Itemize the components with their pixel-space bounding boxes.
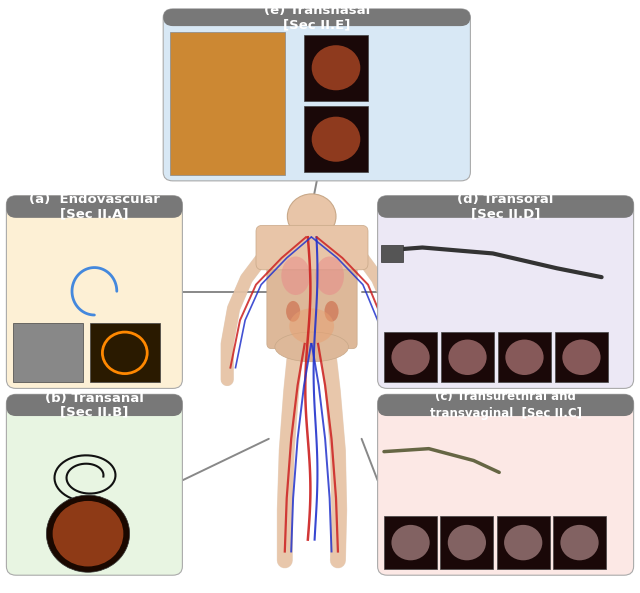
Text: [Sec II.D]: [Sec II.D]: [471, 208, 540, 221]
FancyBboxPatch shape: [6, 394, 182, 416]
Bar: [441, 332, 494, 382]
FancyBboxPatch shape: [267, 235, 357, 349]
Circle shape: [392, 340, 429, 375]
FancyBboxPatch shape: [378, 196, 634, 388]
Bar: [381, 244, 403, 262]
Bar: [303, 216, 320, 243]
Circle shape: [46, 495, 129, 572]
Bar: [384, 516, 437, 569]
Bar: [304, 107, 368, 172]
Text: (d) Transoral: (d) Transoral: [458, 193, 554, 206]
Circle shape: [52, 501, 124, 566]
Ellipse shape: [282, 257, 310, 295]
Text: (c) Transurethral and: (c) Transurethral and: [435, 390, 576, 403]
Ellipse shape: [275, 332, 349, 362]
FancyBboxPatch shape: [256, 225, 368, 270]
Ellipse shape: [316, 257, 344, 295]
Bar: [304, 35, 368, 100]
Bar: [497, 516, 550, 569]
Ellipse shape: [289, 308, 334, 344]
FancyBboxPatch shape: [6, 394, 182, 575]
FancyBboxPatch shape: [378, 394, 634, 416]
Circle shape: [504, 525, 542, 560]
Bar: [384, 332, 437, 382]
Circle shape: [506, 340, 543, 375]
Text: [Sec II.B]: [Sec II.B]: [60, 406, 129, 419]
Circle shape: [312, 45, 360, 90]
Bar: [440, 516, 493, 569]
Circle shape: [561, 525, 598, 560]
Bar: [555, 332, 608, 382]
Ellipse shape: [286, 301, 300, 321]
Text: (e) Transnasal: (e) Transnasal: [264, 4, 370, 17]
FancyBboxPatch shape: [163, 9, 470, 181]
Bar: [170, 32, 285, 175]
FancyBboxPatch shape: [6, 196, 182, 218]
Text: [Sec II.A]: [Sec II.A]: [60, 208, 129, 221]
Circle shape: [392, 525, 429, 560]
Text: transvaginal  [Sec II.C]: transvaginal [Sec II.C]: [429, 407, 582, 420]
Circle shape: [312, 117, 360, 162]
FancyBboxPatch shape: [163, 9, 470, 26]
Ellipse shape: [324, 301, 339, 321]
Circle shape: [449, 340, 486, 375]
Bar: [498, 332, 551, 382]
Circle shape: [287, 194, 336, 239]
Text: (b) Transanal: (b) Transanal: [45, 391, 144, 404]
Bar: [13, 323, 83, 382]
FancyBboxPatch shape: [6, 196, 182, 388]
Circle shape: [563, 340, 600, 375]
Text: (a)  Endovascular: (a) Endovascular: [29, 193, 160, 206]
FancyBboxPatch shape: [378, 394, 634, 575]
Circle shape: [448, 525, 486, 560]
Bar: [553, 516, 606, 569]
FancyBboxPatch shape: [378, 196, 634, 218]
Text: [Sec II.E]: [Sec II.E]: [283, 18, 351, 31]
Bar: [90, 323, 160, 382]
